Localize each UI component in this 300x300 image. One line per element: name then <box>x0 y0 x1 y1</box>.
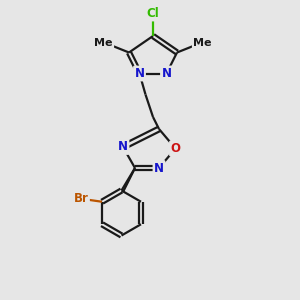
Text: O: O <box>170 142 181 155</box>
Text: Me: Me <box>94 38 113 49</box>
Text: N: N <box>154 161 164 175</box>
Text: Me: Me <box>193 38 212 49</box>
Text: N: N <box>118 140 128 154</box>
Text: N: N <box>161 67 172 80</box>
Text: Cl: Cl <box>147 7 159 20</box>
Text: Br: Br <box>74 192 88 205</box>
Text: N: N <box>134 67 145 80</box>
